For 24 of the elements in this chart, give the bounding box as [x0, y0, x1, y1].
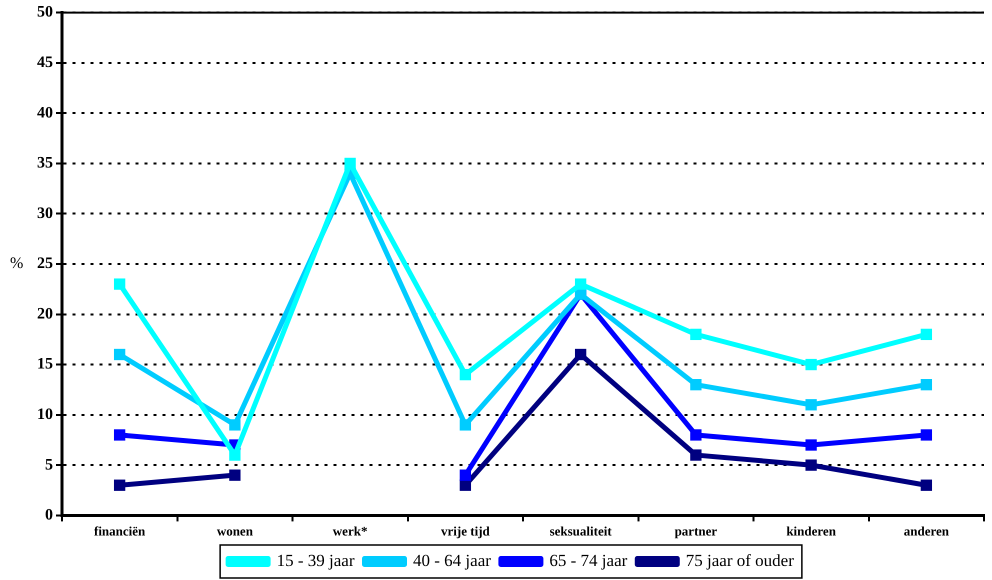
- legend-label: 15 - 39 jaar: [276, 550, 355, 570]
- y-tick-label: 40: [37, 104, 53, 122]
- y-tick-label: 20: [37, 305, 53, 322]
- x-tick-label: vrije tijd: [441, 524, 491, 539]
- y-tick-label: 0: [45, 506, 53, 524]
- x-tick-label: seksualiteit: [550, 524, 612, 539]
- y-tick-label: 30: [37, 204, 53, 222]
- y-tick-label: 50: [37, 4, 53, 21]
- legend-label: 65 - 74 jaar: [549, 550, 628, 570]
- legend-label: 40 - 64 jaar: [413, 550, 492, 570]
- x-tick-label: financiën: [94, 524, 146, 539]
- y-tick-label: 15: [37, 356, 53, 373]
- x-tick-label: partner: [674, 524, 718, 539]
- y-tick-label: 35: [37, 154, 53, 172]
- x-tick-label: wonen: [216, 524, 254, 539]
- y-tick-label: 25: [37, 255, 53, 272]
- y-axis-title: %: [10, 255, 24, 272]
- y-tick-label: 5: [45, 456, 53, 474]
- legend-label: 75 jaar of ouder: [686, 550, 794, 570]
- x-tick-label: werk*: [332, 524, 368, 539]
- y-tick-label: 45: [37, 54, 53, 72]
- x-tick-label: kinderen: [786, 524, 837, 539]
- y-tick-label: 10: [37, 406, 53, 423]
- x-tick-label: anderen: [904, 524, 950, 539]
